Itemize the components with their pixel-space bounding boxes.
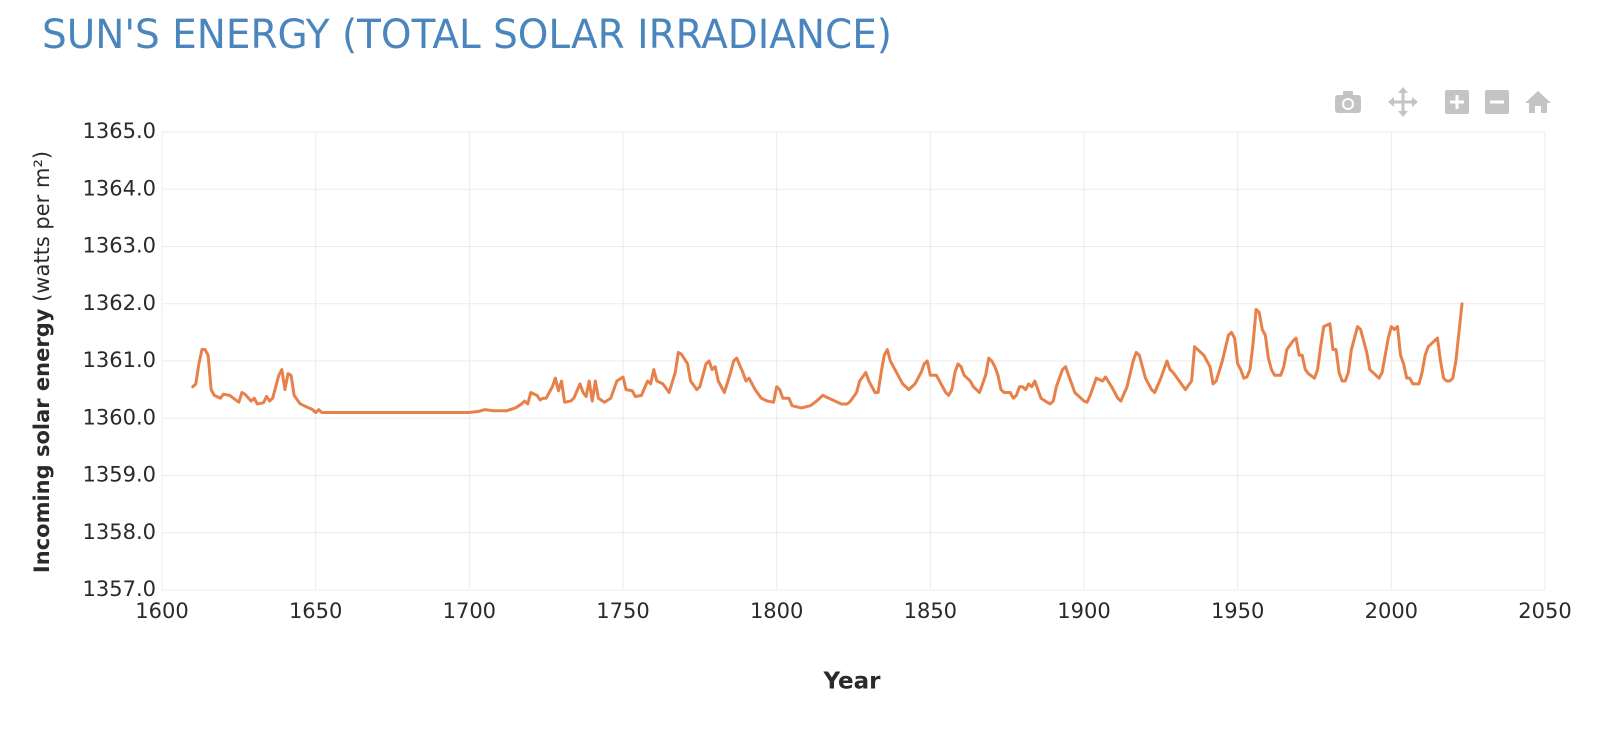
y-tick-label: 1359.0: [83, 463, 156, 487]
y-tick-label: 1363.0: [83, 234, 156, 258]
grid: [161, 131, 1546, 591]
x-tick-label: 1950: [1211, 599, 1264, 623]
y-axis-title-main: Incoming solar energy: [30, 308, 54, 573]
x-tick-label: 2000: [1365, 599, 1418, 623]
y-tick-label: 1361.0: [83, 348, 156, 372]
y-tick-label: 1364.0: [83, 176, 156, 200]
y-tick-label: 1365.0: [83, 119, 156, 143]
y-tick-label: 1357.0: [83, 577, 156, 601]
y-tick-label: 1360.0: [83, 405, 156, 429]
x-tick-label: 1900: [1057, 599, 1110, 623]
x-axis-title: Year: [822, 669, 881, 695]
y-axis-title: Incoming solar energy (watts per m²): [30, 151, 54, 573]
x-tick-label: 1700: [443, 599, 496, 623]
x-tick-label: 1800: [750, 599, 803, 623]
pan-button[interactable]: [1388, 87, 1418, 117]
zoom-in-button[interactable]: [1445, 90, 1469, 114]
x-tick-label: 1650: [289, 599, 342, 623]
y-tick-label: 1358.0: [83, 520, 156, 544]
camera-button[interactable]: [1335, 91, 1361, 113]
reset-button[interactable]: [1525, 91, 1551, 113]
chart-title: SUN'S ENERGY (TOTAL SOLAR IRRADIANCE): [42, 12, 892, 58]
data-line: [191, 302, 1464, 415]
y-tick-label: 1362.0: [83, 291, 156, 315]
x-tick-label: 1750: [596, 599, 649, 623]
y-axis-title-unit: (watts per m²): [30, 151, 54, 302]
zoom-out-button[interactable]: [1485, 90, 1509, 114]
x-tick-label: 2050: [1518, 599, 1571, 623]
toolbar: [1335, 87, 1551, 117]
x-tick-label: 1850: [904, 599, 957, 623]
x-tick-label: 1600: [135, 599, 188, 623]
